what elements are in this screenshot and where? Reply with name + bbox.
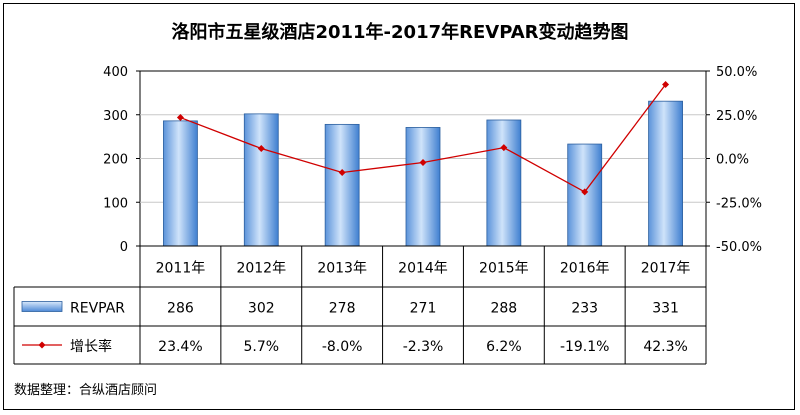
- bar-2014年: [405, 127, 441, 247]
- bar-2015年: [486, 119, 522, 247]
- legend-key-growth-marker: [38, 341, 46, 349]
- revpar-value-label: 288: [490, 301, 517, 317]
- axes-layer: 0 100 200 300 400 -50.0% -25.0% 0.0% 25.0% 50.0%: [103, 65, 762, 255]
- growth-rate-value-label: 23.4%: [158, 339, 202, 355]
- revpar-value-label: 278: [329, 301, 356, 317]
- revpar-value-label: 331: [652, 301, 679, 317]
- legend-label-revpar: REVPAR: [70, 301, 125, 317]
- bar-2012年: [243, 113, 279, 247]
- growth-rate-value-label: 42.3%: [643, 339, 687, 355]
- growth-rate-point-2013年: [338, 169, 346, 176]
- bar-2017年: [648, 100, 683, 247]
- y-right-tick-label: 0.0%: [716, 153, 749, 168]
- y-left-tick-label: 400: [103, 65, 128, 80]
- growth-rate-value-label: -8.0%: [322, 339, 363, 355]
- bar-2011年: [163, 120, 198, 247]
- x-category-label: 2013年: [317, 261, 367, 277]
- growth-rate-point-2017年: [662, 80, 670, 88]
- y-left-tick-label: 0: [120, 240, 128, 255]
- y-left-tick-label: 300: [103, 109, 128, 124]
- y-right-tick-label: -25.0%: [716, 196, 762, 211]
- legend-key-revpar: [21, 301, 63, 312]
- y-right-tick-label: 50.0%: [716, 65, 757, 80]
- growth-rate-value-label: 5.7%: [243, 339, 279, 355]
- growth-rate-value-label: -19.1%: [560, 339, 610, 355]
- growth-rate-point-2016年: [581, 188, 589, 196]
- y-right-tick-label: -50.0%: [716, 240, 762, 255]
- chart-title: 洛阳市五星级酒店2011年-2017年REVPAR变动趋势图: [171, 21, 628, 43]
- growth-rate-value-label: -2.3%: [403, 339, 444, 355]
- legend-label-growth: 增长率: [70, 338, 112, 355]
- x-category-label: 2015年: [479, 261, 529, 277]
- revpar-value-label: 286: [167, 301, 194, 317]
- data-table: 2011年 286 23.4% 2012年 302 5.7% 2013年 278 -8.0% 20…: [13, 245, 707, 365]
- y-left-tick-label: 200: [103, 153, 128, 168]
- x-category-label: 2011年: [156, 261, 206, 277]
- bars-layer: [163, 100, 683, 247]
- growth-rate-point-2012年: [257, 145, 265, 153]
- growth-rate-point-2011年: [176, 114, 184, 122]
- x-category-label: 2014年: [398, 261, 448, 277]
- growth-rate-value-label: 6.2%: [486, 339, 522, 355]
- y-left-tick-label: 100: [103, 196, 128, 211]
- source-note: 数据整理：合纵酒店顾问: [14, 383, 158, 398]
- growth-rate-point-2014年: [419, 159, 427, 167]
- y-right-tick-label: 25.0%: [716, 109, 757, 124]
- x-category-label: 2012年: [236, 261, 286, 277]
- revpar-value-label: 233: [571, 301, 598, 317]
- revpar-value-label: 302: [248, 301, 275, 317]
- x-category-label: 2017年: [641, 261, 691, 277]
- bar-2013年: [324, 123, 360, 247]
- revpar-value-label: 271: [410, 301, 437, 317]
- growth-rate-point-2015年: [500, 144, 508, 152]
- x-category-label: 2016年: [560, 261, 610, 277]
- line-layer: [176, 80, 670, 196]
